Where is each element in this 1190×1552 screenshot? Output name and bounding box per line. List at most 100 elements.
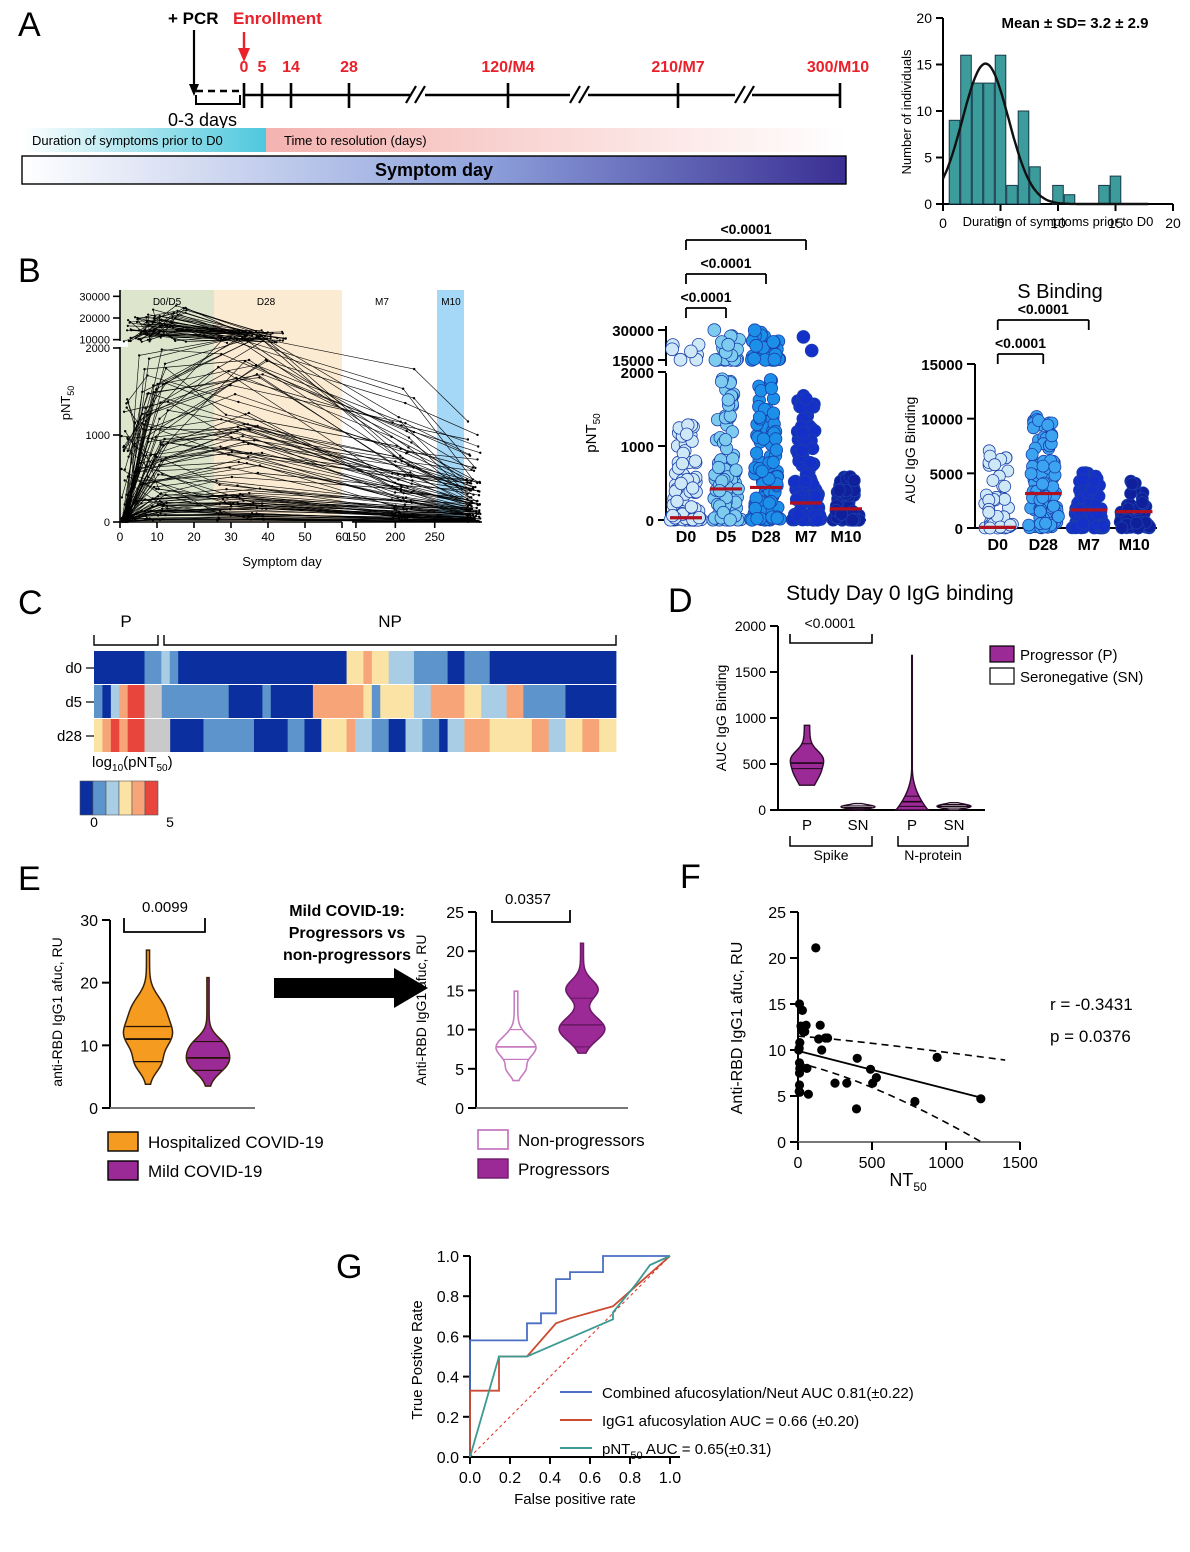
svg-text:20: 20 xyxy=(446,944,464,961)
panel-g-roc-curves xyxy=(469,1255,671,1458)
svg-text:5: 5 xyxy=(997,215,1005,231)
svg-text:P: P xyxy=(907,817,917,834)
panel-e-left-bracket xyxy=(123,918,206,933)
svg-text:0.6: 0.6 xyxy=(579,1470,601,1487)
svg-text:20: 20 xyxy=(916,10,932,26)
svg-text:2000: 2000 xyxy=(86,343,110,355)
svg-text:1.0: 1.0 xyxy=(659,1470,681,1487)
svg-text:d0: d0 xyxy=(65,660,82,677)
svg-text:SN: SN xyxy=(848,817,869,834)
panel-f-ci-lower xyxy=(797,1062,982,1143)
lineplot-trajectories xyxy=(120,304,482,524)
scatter-pnt50-pvalues: <0.0001 <0.0001 <0.0001 xyxy=(681,221,807,318)
svg-text:<0.0001: <0.0001 xyxy=(995,335,1046,351)
heatmap-legend-swatches xyxy=(79,780,159,816)
svg-text:5: 5 xyxy=(455,1062,464,1079)
panel-b-scatter-sbinding: S Binding <0.0001 <0.0001 0 5000 10000 15000… xyxy=(895,270,1190,570)
panel-e-arrow-svg: Mild COVID-19: Progressors vs non-progre… xyxy=(274,903,428,1008)
svg-text:20: 20 xyxy=(768,951,786,968)
region-label-m10: M10 xyxy=(441,297,461,308)
svg-text:IgG1 afucosylation AUC = 0.66: IgG1 afucosylation AUC = 0.66 (±0.20) xyxy=(602,1413,859,1430)
svg-text:500: 500 xyxy=(859,1155,886,1172)
enrollment-arrow-head xyxy=(238,48,250,62)
panel-letter-e: E xyxy=(18,860,41,898)
svg-text:0.2: 0.2 xyxy=(437,1410,459,1427)
svg-text:2000: 2000 xyxy=(735,618,766,634)
svg-text:0: 0 xyxy=(646,513,654,530)
scatter-pnt50-medians xyxy=(670,485,862,520)
panel-e-left-legend-swatch-1 xyxy=(107,1160,139,1181)
svg-text:M7: M7 xyxy=(1078,537,1100,554)
symptom-day-label: Symptom day xyxy=(375,160,493,180)
svg-text:25: 25 xyxy=(768,905,786,922)
panel-letter-g: G xyxy=(336,1248,363,1286)
panel-e-right-bracket xyxy=(491,910,571,923)
tick-label-14: 14 xyxy=(282,59,300,76)
svg-text:1000: 1000 xyxy=(86,430,110,442)
svg-text:P: P xyxy=(802,817,812,834)
svg-text:1500: 1500 xyxy=(735,664,766,680)
svg-text:<0.0001: <0.0001 xyxy=(701,255,752,271)
svg-text:D5: D5 xyxy=(716,529,737,546)
panel-e-left-svg: 0.0099 0 10 20 30 anti-RBD IgG1 afuc, RU Ho… xyxy=(49,899,324,1181)
svg-text:0: 0 xyxy=(455,1101,464,1118)
group-label-np: NP xyxy=(378,612,402,631)
svg-text:<0.0001: <0.0001 xyxy=(681,289,732,305)
svg-text:0.6: 0.6 xyxy=(437,1329,459,1346)
scatter-pnt50-points xyxy=(663,323,866,527)
tick-label-0: 0 xyxy=(240,59,249,76)
panel-g-legend: Combined afucosylation/Neut AUC 0.81(±0.… xyxy=(560,1385,914,1462)
svg-text:0: 0 xyxy=(939,215,947,231)
panel-f-fit-line xyxy=(797,1050,982,1099)
sbinding-medians xyxy=(979,491,1153,529)
svg-text:<0.0001: <0.0001 xyxy=(1018,301,1069,317)
tick-label-28: 28 xyxy=(340,59,358,76)
panel-d-legend-label-1: Seronegative (SN) xyxy=(1020,669,1143,686)
panel-letter-f: F xyxy=(680,858,701,896)
panel-e-right-legend-label-1: Progressors xyxy=(518,1160,610,1179)
panel-e-right-legend-label-0: Non-progressors xyxy=(518,1131,645,1150)
duration-bar-label: Duration of symptoms prior to D0 xyxy=(32,133,223,148)
panel-e-left-legend-label-0: Hospitalized COVID-19 xyxy=(148,1133,324,1152)
symptom-day-bar xyxy=(21,155,847,185)
svg-text:2000: 2000 xyxy=(621,365,654,382)
timeline-ticks xyxy=(242,83,842,108)
histogram-bars xyxy=(948,54,1122,205)
svg-text:20000: 20000 xyxy=(79,313,110,325)
lineplot-y-break xyxy=(112,341,128,347)
panel-g-svg: 0.0 0.2 0.4 0.6 0.8 1.0 0.0 0.2 0.4 0.6 0.8 1.0 Tr… xyxy=(409,1249,914,1508)
heatmap-cells xyxy=(94,651,617,752)
svg-text:1000: 1000 xyxy=(928,1155,964,1172)
heatmap-svg: P NP d0 d5 d28 log10(pNT50) 0 5 xyxy=(57,612,617,830)
region-label-d0d5: D0/D5 xyxy=(153,297,182,308)
svg-text:1000: 1000 xyxy=(621,439,654,456)
svg-text:0: 0 xyxy=(777,1135,786,1152)
heatmap-legend-title: log10(pNT50) xyxy=(92,754,173,774)
svg-text:0: 0 xyxy=(117,530,124,544)
svg-text:10: 10 xyxy=(1050,215,1066,231)
panel-f-x-label: NT50 xyxy=(889,1170,927,1194)
tick-label-210m7: 210/M7 xyxy=(651,59,704,76)
svg-text:10: 10 xyxy=(916,103,932,119)
svg-text:10: 10 xyxy=(150,530,164,544)
histogram-y-ticks: 0 5 10 15 20 xyxy=(916,10,943,212)
panel-d-legend-swatch-1 xyxy=(989,667,1015,685)
svg-text:10: 10 xyxy=(768,1043,786,1060)
resolution-bar-label: Time to resolution (days) xyxy=(284,133,427,148)
group-label-p: P xyxy=(120,612,131,631)
panel-e-right-violins xyxy=(495,942,606,1082)
svg-text:20: 20 xyxy=(80,976,98,993)
panel-d-pvalue: <0.0001 xyxy=(805,615,856,631)
panel-d-legend-label-0: Progressor (P) xyxy=(1020,647,1118,664)
svg-text:0: 0 xyxy=(104,517,110,529)
sbinding-y-label: AUC IgG Binding xyxy=(902,397,918,504)
group-bracket-nprotein xyxy=(897,836,969,847)
panel-e-right-y-label: Anti-RBD IgG1 afuc, RU xyxy=(413,935,429,1086)
tick-label-120m4: 120/M4 xyxy=(481,59,534,76)
panel-e-arrow-block: Mild COVID-19: Progressors vs non-progre… xyxy=(252,888,442,1018)
lineplot-x-label: Symptom day xyxy=(242,554,322,569)
svg-text:0.0: 0.0 xyxy=(437,1450,459,1467)
svg-text:10000: 10000 xyxy=(79,335,110,347)
